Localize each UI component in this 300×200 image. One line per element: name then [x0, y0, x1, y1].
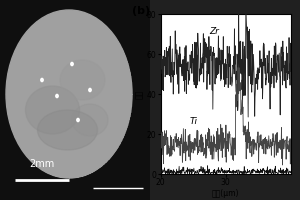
Circle shape: [77, 118, 79, 122]
Text: Zr: Zr: [209, 27, 219, 36]
X-axis label: 距离(μm): 距离(μm): [212, 189, 239, 198]
Circle shape: [89, 88, 91, 92]
Text: Ti: Ti: [190, 117, 198, 126]
Ellipse shape: [26, 86, 80, 134]
Ellipse shape: [60, 60, 105, 100]
Circle shape: [56, 94, 58, 98]
Circle shape: [6, 10, 132, 178]
Ellipse shape: [72, 104, 108, 136]
Circle shape: [71, 62, 73, 66]
Text: 2mm: 2mm: [29, 159, 55, 169]
Circle shape: [41, 78, 43, 82]
Text: (b): (b): [132, 6, 150, 16]
Y-axis label: 计数: 计数: [135, 89, 144, 99]
Ellipse shape: [38, 110, 98, 150]
